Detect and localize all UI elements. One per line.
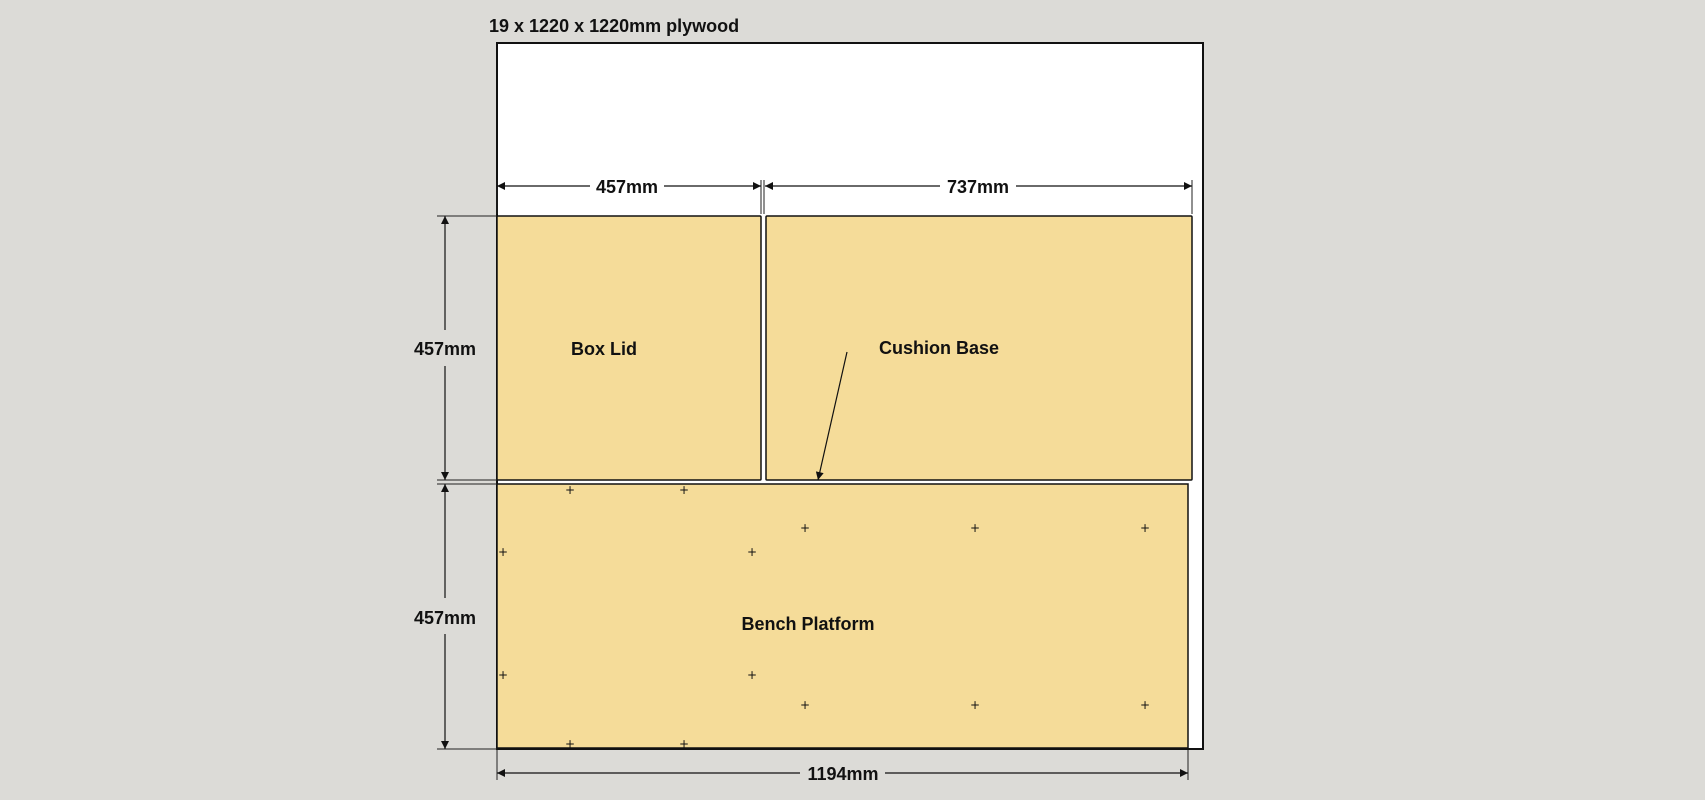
- box-lid-panel: [496, 215, 762, 481]
- cushion-base-leader: [815, 351, 848, 481]
- screw-mark: +: [800, 698, 810, 712]
- dim-bottom-width: 1194mm: [807, 764, 878, 784]
- screw-mark: +: [679, 737, 689, 751]
- screw-mark: +: [747, 545, 757, 559]
- dim-left-upper-height: 457mm: [414, 339, 476, 359]
- bench-platform-panel: [496, 483, 1189, 749]
- screw-mark: +: [1140, 698, 1150, 712]
- screw-mark: +: [970, 521, 980, 535]
- screw-mark: +: [565, 737, 575, 751]
- cushion-base-label: Cushion Base: [879, 338, 999, 358]
- screw-mark: +: [679, 483, 689, 497]
- dim-top-left-width: 457mm: [596, 177, 658, 197]
- screw-marks: + + + + + + + + + + + + + +: [498, 483, 1150, 751]
- screw-mark: +: [970, 698, 980, 712]
- screw-mark: +: [565, 483, 575, 497]
- screw-mark: +: [1140, 521, 1150, 535]
- dim-top-right-width: 737mm: [947, 177, 1009, 197]
- box-lid-label: Box Lid: [571, 339, 637, 359]
- screw-mark: +: [498, 545, 508, 559]
- sheet-title: 19 x 1220 x 1220mm plywood: [489, 16, 739, 36]
- cushion-base-panel: [765, 215, 1193, 481]
- screw-mark: +: [498, 668, 508, 682]
- dim-left-lower-height: 457mm: [414, 608, 476, 628]
- screw-mark: +: [800, 521, 810, 535]
- screw-mark: +: [747, 668, 757, 682]
- bench-platform-label: Bench Platform: [741, 614, 874, 634]
